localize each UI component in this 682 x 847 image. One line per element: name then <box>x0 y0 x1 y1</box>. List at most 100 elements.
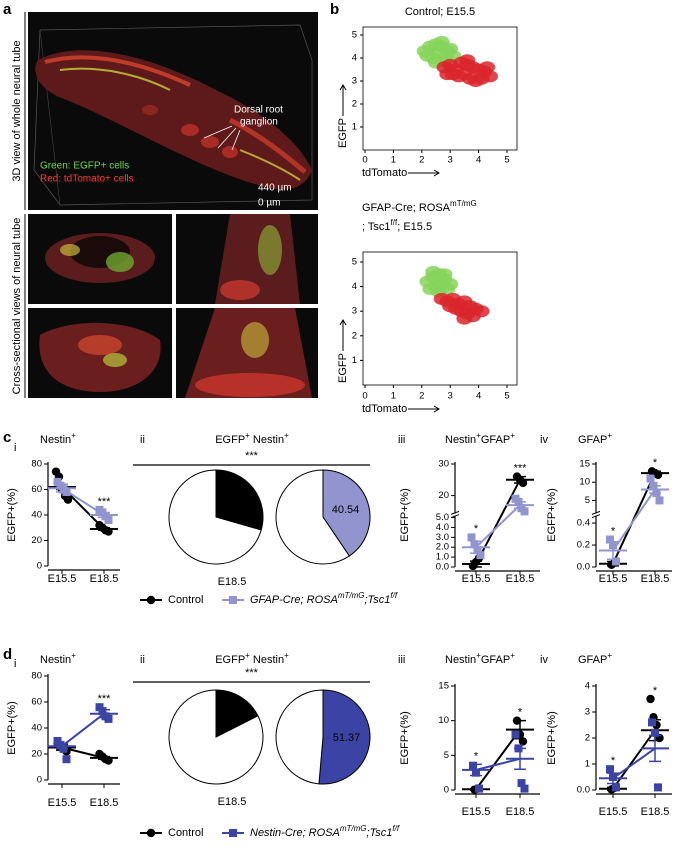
significance: *** <box>98 693 112 705</box>
data-point <box>606 535 614 544</box>
x-tick-label: E18.5 <box>641 806 670 818</box>
text-part: ;Tsc1 <box>364 594 390 606</box>
pie-slice <box>322 469 371 557</box>
data-point <box>612 557 620 566</box>
text-part: EGFP <box>215 434 245 446</box>
chart-title: Nestin+ <box>40 431 76 446</box>
chart-title: GFAP+ <box>578 431 612 446</box>
x-tick-label: 3 <box>448 155 453 166</box>
y-tick-label: 5 <box>352 257 357 268</box>
annotation: Dorsal root <box>234 105 283 116</box>
panel-label: ii <box>140 434 145 446</box>
mean-line <box>475 479 521 565</box>
pie-slice <box>275 689 324 785</box>
panel-label: iv <box>540 434 548 446</box>
y-tick-label: 0.0 <box>577 562 590 573</box>
text-part: Nestin <box>250 434 284 446</box>
data-point <box>436 268 453 281</box>
y-tick-label: 30 <box>438 459 449 470</box>
text-part: + <box>71 651 76 660</box>
x-tick-label: 3 <box>448 391 453 402</box>
x-tick-label: E15.5 <box>462 573 491 585</box>
chart-title: Control; E15.5 <box>405 6 475 18</box>
y-tick-label: 4 <box>585 681 590 692</box>
y-tick-label: 15 <box>438 681 449 692</box>
annotation: ganglion <box>240 117 278 128</box>
panel-label: b <box>330 1 339 18</box>
y-tick-label: 15 <box>579 459 590 470</box>
x-tick-label: 5 <box>504 391 509 402</box>
panel-label: c <box>3 429 11 446</box>
data-point <box>459 54 476 67</box>
y-axis-label: EGFP <box>337 118 349 148</box>
y-tick-label: 10 <box>438 715 449 726</box>
y-tick-label: 40 <box>31 510 42 521</box>
x-tick-label: 2 <box>419 155 424 166</box>
x-tick-label: E15.5 <box>599 573 628 585</box>
x-tick-label: 4 <box>476 391 481 402</box>
legend-label: GFAP-Cre; ROSAmT/mG;Tsc1f/f <box>250 591 398 606</box>
data-point <box>104 516 113 525</box>
panel-label: i <box>14 658 16 670</box>
text-part: ; E15.5 <box>397 221 432 233</box>
chart-title: GFAP+ <box>578 651 612 666</box>
y-tick-label: 2 <box>352 330 357 341</box>
y-tick-label: 1.0 <box>436 552 449 563</box>
y-tick-label: 3.0 <box>436 532 449 543</box>
data-point <box>612 783 620 792</box>
text-part: Nestin <box>445 654 476 666</box>
panel-label: iv <box>540 654 548 666</box>
y-axis-label: EGFP <box>337 353 349 383</box>
y-axis-label: EGFP+(%) <box>546 488 558 541</box>
pie-slice <box>168 689 264 785</box>
scale-label: 0 µm <box>258 198 280 209</box>
y-tick-label: 1 <box>352 355 357 366</box>
axis-arrow <box>408 169 440 177</box>
y-tick-label: 0 <box>444 785 449 796</box>
chart-title: EGFP+ Nestin+ <box>215 431 289 446</box>
data-point <box>442 42 459 55</box>
error-bar <box>649 734 661 763</box>
data-point <box>473 72 490 85</box>
pie-slice <box>215 689 259 738</box>
data-point <box>476 551 485 560</box>
mean-line <box>61 487 105 516</box>
error-bar <box>514 501 526 509</box>
data-point <box>98 707 107 716</box>
error-bar <box>56 742 68 750</box>
y-axis-label: EGFP+(%) <box>399 711 411 764</box>
data-point <box>469 761 477 770</box>
data-point <box>473 546 482 555</box>
significance: *** <box>245 450 259 462</box>
error-bar <box>607 772 619 785</box>
legend-marker <box>229 829 237 837</box>
y-tick-label: 5 <box>352 30 357 41</box>
mean-line <box>475 757 521 771</box>
legend-marker <box>146 828 156 838</box>
value-label: 40.54 <box>332 504 360 516</box>
value-label: 17.56 <box>215 711 243 723</box>
text-part: GFAP <box>578 654 607 666</box>
error-bar <box>514 475 526 484</box>
text-part: Nestin-Cre; ROSA <box>250 827 340 839</box>
y-tick-label: 0 <box>37 561 42 572</box>
text-part: + <box>510 431 515 440</box>
y-tick-label: 3 <box>352 76 357 87</box>
error-bar <box>514 719 526 740</box>
plot-frame <box>362 26 518 151</box>
legend-label: Control <box>168 594 203 606</box>
text-part: GFAP <box>578 434 607 446</box>
x-tick-label: E18.5 <box>641 573 670 585</box>
mean-line <box>612 747 656 780</box>
significance: * <box>611 525 616 537</box>
y-tick-label: 4 <box>352 53 357 64</box>
error-bar <box>470 763 482 777</box>
significance: * <box>611 755 616 767</box>
y-tick-label: 3 <box>585 707 590 718</box>
x-tick-label: 1 <box>391 155 396 166</box>
y-axis-label: EGFP+(%) <box>6 701 18 754</box>
y-tick-label: 1 <box>585 759 590 770</box>
x-tick-label: E15.5 <box>48 797 77 809</box>
data-point <box>517 779 526 788</box>
data-point <box>467 533 476 542</box>
